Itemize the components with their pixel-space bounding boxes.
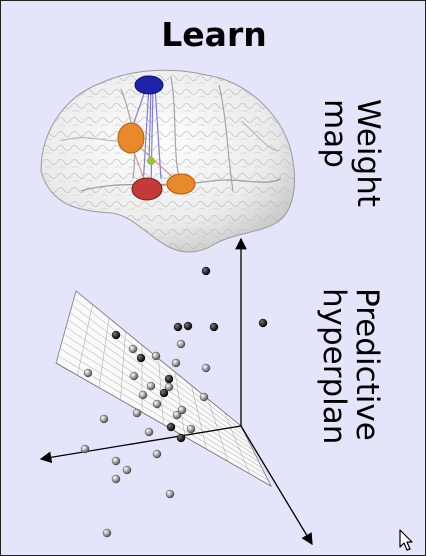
- slide-title: Learn: [161, 15, 267, 54]
- region-green: [147, 157, 155, 165]
- region-orange-posterior: [166, 173, 196, 195]
- brain-icon: [40, 69, 296, 253]
- class-a-samples: [111, 266, 268, 443]
- hyperplane-grid: [55, 290, 272, 488]
- coordinate-axes: [39, 237, 313, 546]
- hyperplane-plot: [39, 237, 313, 546]
- region-red: [131, 177, 163, 201]
- weight-map-label: Weight map: [317, 99, 386, 208]
- region-blue: [134, 75, 164, 95]
- predictive-hyperplan-label: Predictive hyperplan: [316, 288, 385, 445]
- region-orange-anterior: [117, 122, 145, 154]
- class-b-samples: [80, 339, 211, 538]
- mouse-pointer-icon: [399, 529, 413, 551]
